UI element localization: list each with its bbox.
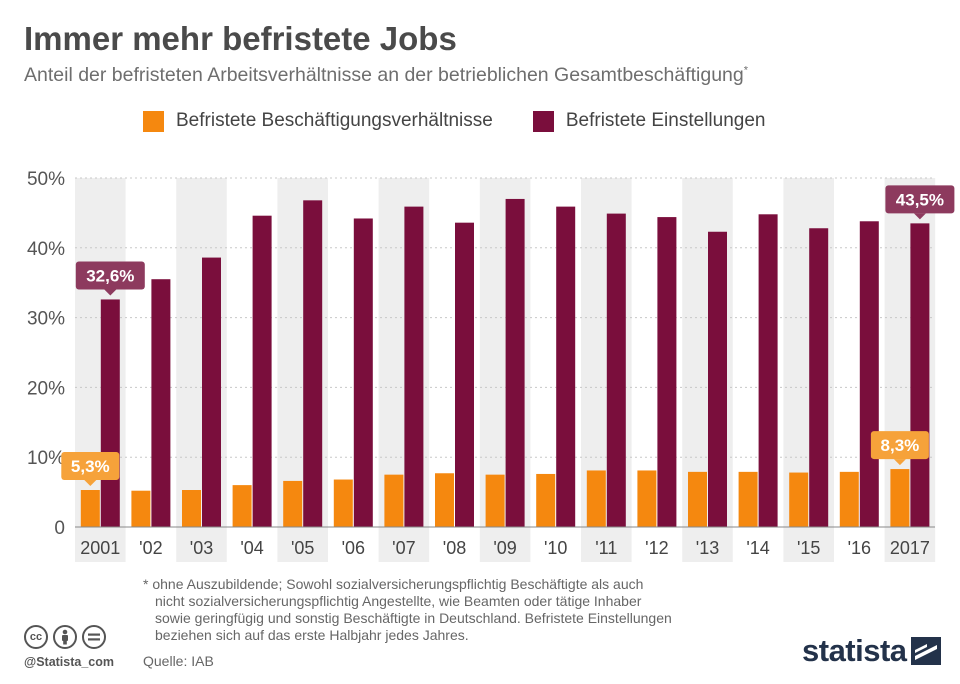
bar-befristete-einstellungen (252, 215, 272, 527)
x-tick-label: '12 (645, 538, 668, 558)
x-tick-label: '05 (291, 538, 314, 558)
bar-befristete-beschaeftigung (738, 471, 758, 527)
bar-befristete-einstellungen (202, 257, 221, 527)
bar-befristete-einstellungen (100, 299, 120, 527)
bar-befristete-beschaeftigung (435, 473, 454, 527)
bar-befristete-beschaeftigung (131, 490, 151, 527)
x-tick-label: '08 (443, 538, 466, 558)
subtitle-text: Anteil der befristeten Arbeitsverhältnis… (24, 64, 744, 86)
callout-label: 5,3% (71, 457, 110, 476)
x-tick-label: '02 (139, 538, 162, 558)
bar-befristete-einstellungen (353, 218, 373, 527)
y-tick-label: 50% (27, 169, 65, 190)
x-tick-label: 2017 (890, 538, 930, 558)
callout-pointer (104, 289, 117, 296)
x-tick-label: '16 (848, 538, 871, 558)
footnote: * ohne Auszubildende; Sowohl sozialversi… (143, 576, 783, 644)
callout-box (75, 261, 145, 290)
callout-box (870, 431, 929, 460)
x-tick-label: '14 (746, 538, 769, 558)
bar-befristete-einstellungen (758, 214, 778, 527)
bar-befristete-beschaeftigung (536, 473, 556, 527)
bar-befristete-einstellungen (303, 200, 323, 527)
chart-subtitle: Anteil der befristeten Arbeitsverhältnis… (24, 64, 748, 87)
bar-befristete-beschaeftigung (839, 471, 859, 527)
legend-item-series-a: Befristete Beschäftigungsverhältnisse (143, 110, 493, 132)
chart-title: Immer mehr befristete Jobs (24, 20, 457, 57)
footnote-line: sowie geringfügig und sonstig Beschäftig… (155, 610, 672, 626)
callout-label: 32,6% (86, 266, 134, 285)
legend-item-series-b: Befristete Einstellungen (532, 110, 766, 132)
bar-befristete-beschaeftigung (232, 485, 252, 527)
source-note: Quelle: IAB (143, 653, 214, 669)
y-tick-label: 0 (54, 518, 65, 539)
nd-icon[interactable] (82, 625, 106, 649)
legend: Befristete Beschäftigungsverhältnisse Be… (143, 110, 805, 132)
subtitle-footnote-mark: * (743, 64, 749, 77)
bar-befristete-beschaeftigung (890, 469, 910, 527)
bar-befristete-einstellungen (809, 228, 829, 528)
callout-box (61, 452, 120, 481)
x-tick-label: '13 (696, 538, 719, 558)
bar-befristete-einstellungen (404, 206, 424, 528)
bar-befristete-beschaeftigung (80, 490, 100, 527)
x-tick-label: '07 (392, 538, 415, 558)
y-tick-label: 40% (27, 239, 65, 260)
by-icon[interactable] (53, 625, 77, 649)
bar-befristete-beschaeftigung (182, 490, 201, 527)
x-tick-label: '09 (493, 538, 516, 558)
legend-swatch-orange (143, 110, 164, 132)
bar-befristete-einstellungen (657, 217, 677, 527)
bar-befristete-beschaeftigung (688, 471, 707, 527)
cc-icon[interactable]: cc (24, 625, 48, 649)
bar-befristete-einstellungen (859, 221, 879, 527)
legend-label-series-a: Befristete Beschäftigungsverhältnisse (176, 110, 493, 131)
bar-befristete-beschaeftigung (384, 474, 404, 527)
legend-label-series-b: Befristete Einstellungen (565, 110, 766, 131)
statista-wordmark: statista (802, 633, 907, 668)
footnote-line: nicht sozialversicherungspflichtig Anges… (155, 593, 642, 609)
bar-befristete-beschaeftigung (586, 470, 606, 527)
legend-swatch-maroon (532, 110, 554, 132)
x-tick-label: '06 (342, 538, 365, 558)
license-icons: cc (24, 625, 111, 649)
bar-befristete-einstellungen (151, 279, 171, 527)
bar-befristete-beschaeftigung (283, 480, 303, 527)
bar-befristete-einstellungen (606, 213, 626, 527)
statista-logo-icon (910, 637, 941, 665)
bar-befristete-einstellungen (455, 222, 474, 527)
cc-icon-text: cc (29, 631, 43, 643)
callout-pointer (84, 480, 97, 487)
x-tick-label: '03 (190, 538, 213, 558)
bar-befristete-einstellungen (556, 206, 576, 528)
callout-pointer (913, 213, 926, 220)
bar-befristete-beschaeftigung (333, 479, 353, 527)
footnote-line: beziehen sich auf das erste Halbjahr jed… (155, 627, 469, 643)
callout-box (885, 185, 955, 214)
x-tick-label: '11 (595, 538, 617, 558)
x-tick-label: '15 (797, 538, 820, 558)
x-tick-label: '04 (240, 538, 263, 558)
bar-befristete-beschaeftigung (789, 472, 809, 527)
callout-label: 8,3% (881, 436, 920, 455)
bar-befristete-beschaeftigung (485, 474, 505, 527)
bar-befristete-einstellungen (708, 231, 727, 527)
x-tick-label: '10 (544, 538, 567, 558)
footnote-line: * ohne Auszubildende; Sowohl sozialversi… (143, 576, 644, 592)
bar-befristete-einstellungen (505, 198, 525, 527)
statista-handle[interactable]: @Statista_com (24, 655, 114, 669)
bar-befristete-beschaeftigung (637, 470, 657, 527)
x-tick-label: 2001 (80, 538, 120, 558)
bar-befristete-einstellungen (910, 223, 930, 527)
y-tick-label: 30% (27, 309, 65, 330)
callout-pointer (893, 459, 906, 466)
y-tick-label: 10% (27, 448, 65, 469)
statista-logo[interactable]: statista (802, 633, 941, 669)
y-tick-label: 20% (27, 378, 65, 399)
callout-label: 43,5% (896, 190, 944, 209)
